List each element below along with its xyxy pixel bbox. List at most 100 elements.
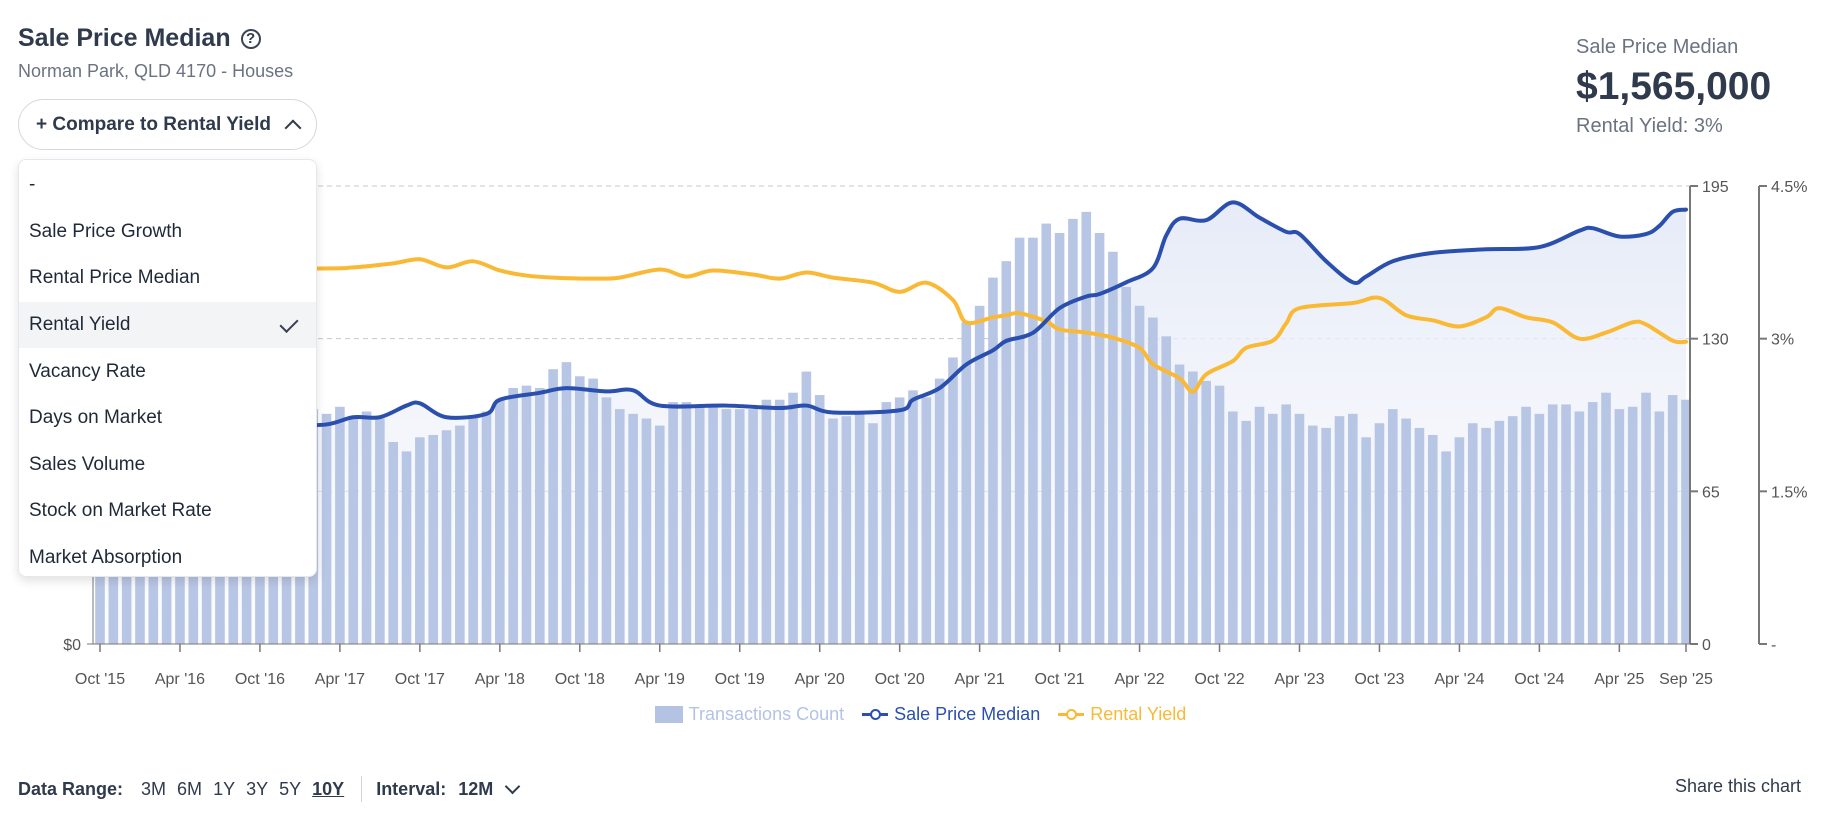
bar-transactions-count: [1028, 237, 1038, 644]
bar-transactions-count: [361, 411, 372, 644]
range-option-6m[interactable]: 6M: [177, 778, 203, 799]
right-axis-count-tick-label: 195: [1702, 179, 1729, 196]
bar-transactions-count: [1481, 427, 1491, 644]
bar-transactions-count: [1094, 232, 1105, 644]
dropdown-item[interactable]: Market Absorption: [19, 535, 316, 582]
range-option-3y[interactable]: 3Y: [246, 778, 269, 799]
bar-transactions-count: [761, 399, 772, 644]
x-axis-tick-label: Oct '20: [875, 671, 925, 688]
bar-transactions-count: [1254, 406, 1265, 644]
legend-rental-yield[interactable]: Rental Yield: [1058, 704, 1186, 725]
bar-transactions-count: [1387, 409, 1398, 644]
bar-transactions-count: [748, 409, 758, 644]
bar-transactions-count: [868, 423, 878, 644]
bar-transactions-count: [721, 409, 732, 644]
dropdown-item-label: Rental Yield: [29, 314, 131, 336]
bar-transactions-count: [428, 434, 438, 644]
range-option-1y[interactable]: 1Y: [213, 778, 236, 799]
legend-label: Rental Yield: [1090, 704, 1187, 724]
bar-transactions-count: [814, 395, 825, 644]
bar-transactions-count: [415, 437, 425, 644]
interval-label: Interval:: [376, 778, 447, 799]
kpi-panel: Sale Price Median $1,565,000 Rental Yiel…: [1576, 36, 1771, 138]
x-axis-tick-label: Apr '21: [955, 671, 1005, 688]
interval-value: 12M: [458, 778, 494, 799]
dropdown-item[interactable]: Rental Yield: [19, 301, 316, 349]
question-circle-icon[interactable]: ?: [240, 28, 261, 49]
bar-transactions-count: [1041, 223, 1052, 645]
bar-transactions-count: [1467, 423, 1478, 644]
legend-line-swatch: [862, 709, 889, 720]
range-option-10y[interactable]: 10Y: [312, 778, 345, 799]
bar-transactions-count: [1681, 399, 1691, 644]
bar-transactions-count: [974, 305, 985, 644]
dropdown-item-label: Sales Volume: [29, 453, 146, 475]
bar-transactions-count: [1108, 251, 1118, 644]
bar-transactions-count: [1427, 434, 1438, 644]
bar-transactions-count: [988, 277, 998, 644]
bar-transactions-count: [1614, 409, 1625, 644]
bar-transactions-count: [1014, 237, 1025, 644]
bar-transactions-count: [1001, 261, 1012, 644]
dropdown-item-label: Market Absorption: [29, 547, 183, 569]
bar-transactions-count: [708, 404, 718, 644]
legend-sale-price-median[interactable]: Sale Price Median: [862, 704, 1040, 725]
bar-transactions-count: [921, 397, 932, 644]
bar-transactions-count: [548, 369, 558, 644]
dropdown-item[interactable]: Sales Volume: [19, 442, 316, 489]
bar-transactions-count: [441, 430, 452, 644]
legend-bar-swatch: [654, 706, 683, 723]
bar-transactions-count: [1401, 418, 1411, 644]
dropdown-item[interactable]: Sale Price Growth: [19, 209, 316, 256]
dropdown-item-label: Stock on Market Rate: [29, 500, 212, 522]
x-axis-tick-label: Apr '20: [795, 671, 845, 688]
bar-transactions-count: [1161, 336, 1172, 644]
bar-transactions-count: [495, 399, 505, 644]
bar-transactions-count: [628, 413, 638, 644]
share-chart-link[interactable]: Share this chart: [1674, 776, 1801, 796]
bar-transactions-count: [1561, 404, 1571, 644]
x-axis-tick-label: Oct '23: [1354, 671, 1404, 688]
compare-button[interactable]: + Compare to Rental Yield: [18, 99, 317, 150]
dropdown-item[interactable]: Days on Market: [19, 395, 316, 442]
bar-transactions-count: [934, 378, 945, 644]
x-axis-tick-label: Oct '19: [715, 671, 765, 688]
bar-transactions-count: [1308, 425, 1318, 644]
bar-transactions-count: [854, 413, 865, 644]
bar-transactions-count: [508, 387, 518, 644]
right-axis-yield-tick-label: 4.5%: [1771, 179, 1807, 196]
bar-transactions-count: [1121, 286, 1132, 644]
x-axis-tick-label: Apr '22: [1114, 671, 1164, 688]
dropdown-item[interactable]: -: [19, 162, 316, 209]
x-axis-tick-label: Oct '18: [555, 671, 605, 688]
interval-select[interactable]: 12M: [458, 778, 521, 800]
title-text: Sale Price Median: [18, 24, 231, 52]
bar-transactions-count: [535, 387, 545, 644]
bar-transactions-count: [1228, 411, 1238, 644]
bar-transactions-count: [1441, 451, 1451, 644]
compare-dropdown-menu: - Sale Price Growth Rental Price Median Ren…: [18, 159, 317, 577]
bar-transactions-count: [1081, 211, 1092, 645]
bar-transactions-count: [335, 406, 345, 644]
bar-transactions-count: [1174, 364, 1185, 644]
bar-transactions-count: [1627, 406, 1638, 644]
checkmark-icon: [279, 313, 299, 333]
x-axis-tick-label: Oct '21: [1035, 671, 1085, 688]
dropdown-item[interactable]: Stock on Market Rate: [19, 488, 316, 535]
bar-transactions-count: [1334, 416, 1345, 644]
bar-transactions-count: [588, 378, 598, 644]
legend-transactions-count[interactable]: Transactions Count: [654, 704, 844, 725]
bar-transactions-count: [401, 451, 412, 644]
x-axis-tick-label: Oct '15: [75, 671, 125, 688]
dropdown-item-label: Vacancy Rate: [29, 360, 146, 382]
x-axis-tick-label: Oct '22: [1194, 671, 1244, 688]
range-option-3m[interactable]: 3M: [141, 778, 167, 799]
bar-transactions-count: [654, 425, 665, 644]
dropdown-item[interactable]: Rental Price Median: [19, 255, 316, 302]
bar-transactions-count: [788, 392, 798, 644]
bar-transactions-count: [801, 371, 812, 644]
x-axis-tick-label: Apr '17: [315, 671, 365, 688]
range-option-5y[interactable]: 5Y: [279, 778, 302, 799]
dropdown-item[interactable]: Vacancy Rate: [19, 348, 316, 395]
bar-transactions-count: [1374, 423, 1385, 644]
